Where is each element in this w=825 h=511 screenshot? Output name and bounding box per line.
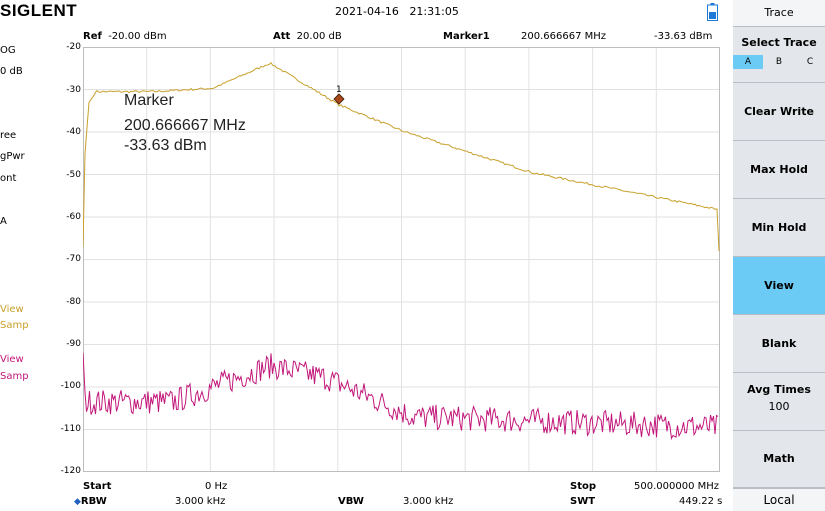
y-tick-label: -90: [66, 339, 81, 349]
view-button[interactable]: View: [733, 257, 825, 315]
marker-overlay-title: Marker: [124, 92, 174, 109]
battery-icon: [707, 3, 718, 21]
panel-title: Trace: [733, 0, 825, 27]
clear-write-button[interactable]: Clear Write: [733, 83, 825, 141]
graticule: [83, 47, 720, 472]
rbw-value: 3.000 kHz: [175, 496, 226, 507]
marker1-frequency: 200.666667 MHz: [521, 31, 607, 42]
blank-button[interactable]: Blank: [733, 315, 825, 373]
ref-label: Ref: [83, 31, 102, 42]
time-text: 21:31:05: [409, 5, 459, 18]
vbw-label: VBW: [338, 496, 364, 507]
y-tick-label: -70: [66, 254, 81, 264]
date-time: 2021-04-16 21:31:05: [335, 5, 459, 18]
trace-a-detector: Samp: [0, 320, 29, 331]
spectrum-display[interactable]: 1: [83, 47, 720, 472]
avg-times-value: 100: [768, 400, 790, 413]
rbw-label: RBW: [80, 496, 107, 507]
date-text: 2021-04-16: [335, 5, 399, 18]
y-tick-label: -100: [60, 381, 81, 391]
left-item: A: [0, 216, 7, 227]
trace-a-line: [83, 61, 720, 252]
trace-b-detector: Samp: [0, 371, 29, 382]
stop-value: 500.000000 MHz: [634, 481, 720, 492]
y-tick-label: -40: [66, 127, 81, 137]
stop-label: Stop: [570, 481, 597, 492]
avg-times-label: Avg Times: [747, 383, 811, 396]
ref-value: -20.00 dBm: [108, 31, 167, 42]
trace-b-mode: View: [0, 354, 24, 365]
left-item: ont: [0, 173, 17, 184]
local-indicator[interactable]: Local: [733, 488, 825, 511]
status-bar: SIGLENT 2021-04-16 21:31:05: [0, 0, 733, 26]
y-tick-label: -60: [66, 212, 81, 222]
att-label: Att: [273, 31, 291, 42]
rbw-readout[interactable]: ◆RBW: [74, 496, 107, 507]
left-item: OG: [0, 45, 16, 56]
vbw-value: 3.000 kHz: [403, 496, 454, 507]
y-tick-label: -30: [66, 85, 81, 95]
swt-value: 449.22 s: [679, 496, 723, 507]
plot-border: [83, 47, 720, 472]
y-tick-label: -50: [66, 170, 81, 180]
avg-times-button[interactable]: Avg Times 100: [733, 373, 825, 431]
left-item: ree: [0, 130, 17, 141]
math-button[interactable]: Math: [733, 431, 825, 488]
marker-overlay-frequency: 200.666667 MHz: [124, 117, 246, 134]
ref-level-readout: Ref -20.00 dBm: [83, 31, 167, 42]
min-hold-button[interactable]: Min Hold: [733, 199, 825, 257]
y-tick-label: -80: [66, 297, 81, 307]
coupled-indicator-icon: ◆: [74, 497, 81, 507]
trace-option-c[interactable]: C: [806, 57, 814, 67]
marker1-label: Marker1: [443, 31, 490, 42]
trace-option-b[interactable]: B: [775, 57, 783, 67]
y-tick-label: -120: [60, 466, 81, 476]
swt-label: SWT: [570, 496, 596, 507]
left-item: gPwr: [0, 151, 25, 162]
marker1-level: -33.63 dBm: [654, 31, 713, 42]
max-hold-button[interactable]: Max Hold: [733, 141, 825, 199]
select-trace-label: Select Trace: [741, 36, 817, 49]
y-tick-label: -110: [60, 424, 81, 434]
select-trace-button[interactable]: Select Trace A B C: [733, 27, 825, 83]
att-value: 20.00 dB: [296, 31, 342, 42]
attenuation-readout: Att 20.00 dB: [273, 31, 342, 42]
brand-logo: SIGLENT: [0, 1, 78, 20]
marker-overlay-level: -33.63 dBm: [124, 137, 207, 154]
softkey-panel: Trace Select Trace A B C Clear Write Max…: [733, 0, 825, 511]
trace-option-a[interactable]: A: [733, 55, 763, 69]
start-value: 0 Hz: [205, 481, 228, 492]
y-tick-label: -20: [66, 42, 81, 52]
marker-index: 1: [336, 85, 342, 95]
left-item: 0 dB: [0, 66, 23, 77]
marker-1[interactable]: 1: [333, 85, 345, 105]
start-label: Start: [83, 481, 112, 492]
trace-a-mode: View: [0, 304, 24, 315]
trace-b-line: [83, 352, 719, 441]
